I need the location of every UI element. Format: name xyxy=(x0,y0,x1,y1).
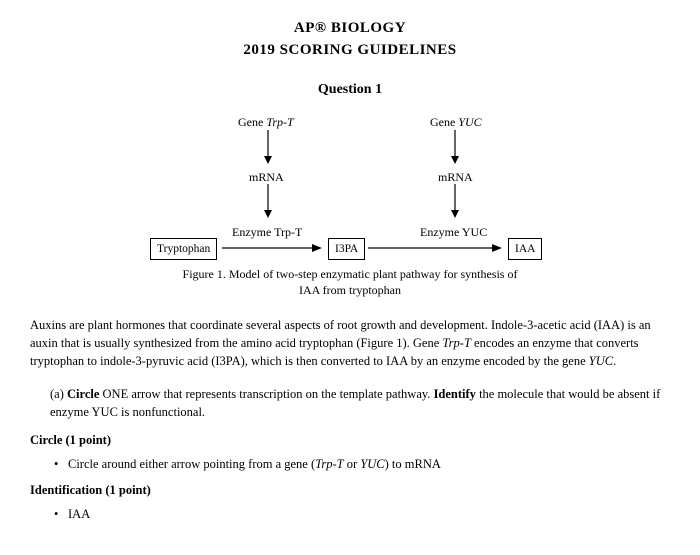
gene-trpt-prefix: Gene xyxy=(238,115,266,129)
identification-bullet-text: IAA xyxy=(68,507,90,521)
arrow-right-icon xyxy=(222,242,322,254)
figure-caption: Figure 1. Model of two-step enzymatic pl… xyxy=(130,266,570,298)
gene-yuc-prefix: Gene xyxy=(430,115,458,129)
part-a-t1: ONE arrow that represents transcription … xyxy=(99,387,433,401)
identification-section-label: Identification (1 point) xyxy=(30,481,670,499)
circle-bullet-ital2: YUC xyxy=(360,457,384,471)
enzyme-trpt-label: Enzyme Trp-T xyxy=(232,224,302,241)
iaa-box: IAA xyxy=(508,238,542,261)
gene-trpt-name: Trp-T xyxy=(266,115,293,129)
circle-bullet: Circle around either arrow pointing from… xyxy=(30,455,670,473)
i3pa-box: I3PA xyxy=(328,238,365,261)
arrow-right-icon xyxy=(368,242,502,254)
gene-yuc-name: YUC xyxy=(458,115,481,129)
gene-trpt-label: Gene Trp-T xyxy=(238,114,294,131)
body-paragraph: Auxins are plant hormones that coordinat… xyxy=(30,316,670,370)
header-title-2: 2019 SCORING GUIDELINES xyxy=(30,40,670,62)
arrow-down-icon xyxy=(450,130,460,164)
circle-bullet-ital1: Trp-T xyxy=(315,457,344,471)
header-title-1: AP® BIOLOGY xyxy=(30,18,670,40)
part-a-label: (a) xyxy=(50,387,67,401)
body-ital1: Trp-T xyxy=(442,336,471,350)
question-title: Question 1 xyxy=(30,80,670,100)
arrow-down-icon xyxy=(450,184,460,218)
tryptophan-box: Tryptophan xyxy=(150,238,217,261)
caption-line2: IAA from tryptophan xyxy=(299,283,401,297)
gene-yuc-label: Gene YUC xyxy=(430,114,482,131)
arrow-down-icon xyxy=(263,184,273,218)
circle-bullet-t3: ) to mRNA xyxy=(385,457,441,471)
identification-bullet: IAA xyxy=(30,505,670,523)
pathway-diagram: Gene Trp-T Gene YUC mRNA mRNA Enzyme Trp… xyxy=(30,114,670,254)
question-part-a: (a) Circle ONE arrow that represents tra… xyxy=(30,385,670,421)
circle-section-label: Circle (1 point) xyxy=(30,431,670,449)
body-ital2: YUC xyxy=(589,354,613,368)
enzyme-yuc-label: Enzyme YUC xyxy=(420,224,487,241)
diagram-container: Gene Trp-T Gene YUC mRNA mRNA Enzyme Trp… xyxy=(150,114,550,254)
body-t3: . xyxy=(613,354,616,368)
circle-bullet-t1: Circle around either arrow pointing from… xyxy=(68,457,315,471)
circle-bullet-t2: or xyxy=(344,457,361,471)
document-header: AP® BIOLOGY 2019 SCORING GUIDELINES xyxy=(30,18,670,62)
caption-line1: Figure 1. Model of two-step enzymatic pl… xyxy=(183,267,518,281)
part-a-bold2: Identify xyxy=(434,387,476,401)
part-a-bold1: Circle xyxy=(67,387,99,401)
arrow-down-icon xyxy=(263,130,273,164)
